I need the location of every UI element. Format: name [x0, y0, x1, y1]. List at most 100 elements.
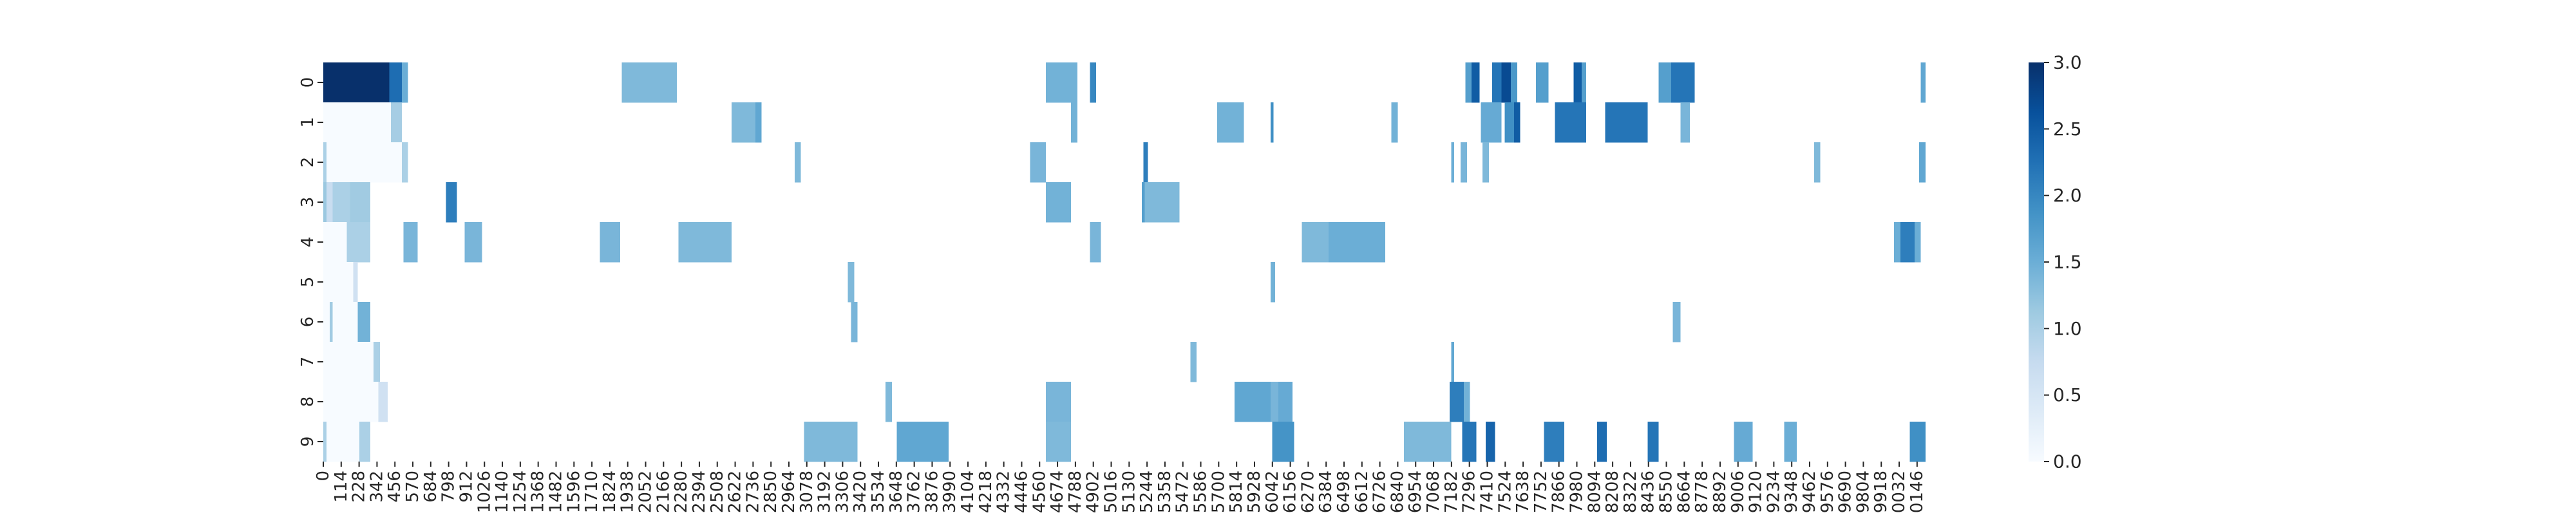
heatmap-cell	[1492, 62, 1502, 103]
x-tick-label: 2736	[743, 471, 762, 513]
heatmap-cell	[1278, 382, 1293, 422]
x-tick-label: 1482	[546, 471, 565, 513]
x-tick-label: 6840	[1388, 471, 1407, 513]
x-tick-label: 2166	[654, 471, 673, 513]
heatmap-cell	[446, 182, 457, 223]
heatmap-cell	[732, 102, 755, 143]
heatmap-cell	[1513, 102, 1520, 143]
heatmap-cell	[1071, 102, 1077, 143]
heatmap-cell	[1451, 142, 1455, 183]
x-tick-label: 684	[421, 471, 440, 503]
heatmap-cell	[1451, 342, 1455, 382]
heatmap-cell	[755, 102, 762, 143]
heatmap-cell	[357, 302, 371, 342]
x-tick-label: 6612	[1352, 471, 1372, 513]
heatmap-cell	[848, 262, 855, 303]
heatmap-cell	[1734, 422, 1753, 462]
x-tick-label: 1710	[582, 471, 601, 513]
x-tick-label: 1938	[618, 471, 638, 513]
heatmap-cell	[1046, 182, 1072, 223]
heatmap-cell	[350, 182, 371, 223]
heatmap-cell	[401, 142, 408, 183]
heatmap-cell	[896, 422, 949, 462]
heatmap-cell	[323, 62, 390, 103]
y-tick-label: 0	[298, 77, 317, 88]
x-tick-label: 3534	[869, 471, 888, 513]
heatmap-cell	[329, 302, 333, 342]
colorbar-tick-label: 3.0	[2053, 52, 2082, 73]
heatmap-cell	[1605, 102, 1648, 143]
x-tick-label: 9576	[1818, 471, 1837, 513]
heatmap-cell	[1920, 62, 1926, 103]
heatmap-cell	[1647, 422, 1659, 462]
colorbar-tick-label: 2.0	[2053, 185, 2082, 206]
x-tick-label: 3192	[815, 471, 835, 513]
heatmap-cell	[1270, 102, 1274, 143]
x-tick-label: 5928	[1245, 471, 1264, 513]
colorbar-tick-label: 2.5	[2053, 118, 2082, 140]
heatmap-cell	[1090, 62, 1097, 103]
x-tick-label: 798	[439, 471, 459, 503]
heatmap-cell	[1504, 102, 1514, 143]
x-tick-label: 9462	[1800, 471, 1819, 513]
x-tick-label: 6042	[1263, 471, 1282, 513]
heatmap-cell	[323, 262, 354, 303]
x-tick-label: 6156	[1281, 471, 1300, 513]
heatmap-cell	[390, 102, 402, 143]
x-tick-label: 3990	[940, 471, 960, 513]
heatmap-cell	[332, 182, 350, 223]
heatmap-cell	[1270, 262, 1276, 303]
heatmap-cell	[1501, 62, 1511, 103]
x-tick-label: 2394	[690, 471, 709, 513]
x-tick-label: 456	[385, 471, 404, 503]
x-tick-label: 1824	[600, 471, 620, 513]
x-tick-label: 5700	[1209, 471, 1228, 513]
heatmap-cell	[1462, 422, 1477, 462]
heatmap-cell	[1391, 102, 1398, 143]
heatmap-cell	[1919, 142, 1926, 183]
heatmap-cell	[1472, 62, 1480, 103]
y-tick-label: 7	[298, 357, 317, 368]
x-tick-label: 7752	[1531, 471, 1551, 513]
heatmap-cell	[323, 222, 347, 263]
y-tick-label: 8	[298, 397, 317, 407]
heatmap-cell	[1046, 382, 1072, 422]
x-tick-label: 7296	[1460, 471, 1479, 513]
x-tick-label: 2964	[779, 471, 799, 513]
x-tick-label: 1140	[493, 471, 512, 513]
heatmap-cell	[600, 222, 621, 263]
x-tick-label: 5358	[1155, 471, 1175, 513]
x-tick-label: 4788	[1066, 471, 1085, 513]
x-tick-label: 8436	[1639, 471, 1658, 513]
x-tick-label: 6384	[1316, 471, 1336, 513]
x-tick-label: 3306	[833, 471, 852, 513]
x-tick-label: 2052	[636, 471, 656, 513]
x-tick-label: 8892	[1710, 471, 1730, 513]
heatmap-cell	[374, 342, 380, 382]
x-tick-label: 5016	[1102, 471, 1121, 513]
heatmap-cell	[346, 222, 371, 263]
x-tick-label: 1254	[511, 471, 530, 513]
x-tick-label: 8664	[1674, 471, 1694, 513]
heatmap-cell	[359, 422, 371, 462]
heatmap-cell	[1555, 102, 1587, 143]
x-tick-label: 5472	[1173, 471, 1193, 513]
heatmap-cell	[323, 302, 330, 342]
x-tick-label: 9918	[1871, 471, 1891, 513]
x-tick-label: 9006	[1728, 471, 1748, 513]
heatmap-cell	[1658, 62, 1671, 103]
heatmap-cell	[323, 382, 379, 422]
y-axis: 0 1 2 3 4 5 6 7 8 9	[298, 77, 323, 447]
x-tick-label: 7866	[1549, 471, 1569, 513]
x-tick-label: 4446	[1012, 471, 1031, 513]
heatmap-cell	[1404, 422, 1452, 462]
heatmap-cell	[1143, 142, 1148, 183]
x-tick-label: 7638	[1513, 471, 1533, 513]
heatmap-cell	[1914, 222, 1921, 263]
heatmap-cell	[1090, 222, 1101, 263]
heatmap-cell	[389, 62, 402, 103]
x-tick-label: 4560	[1030, 471, 1049, 513]
y-tick-label: 9	[298, 436, 317, 447]
x-tick-label: 2622	[726, 471, 745, 513]
x-tick-label: 8322	[1621, 471, 1640, 513]
